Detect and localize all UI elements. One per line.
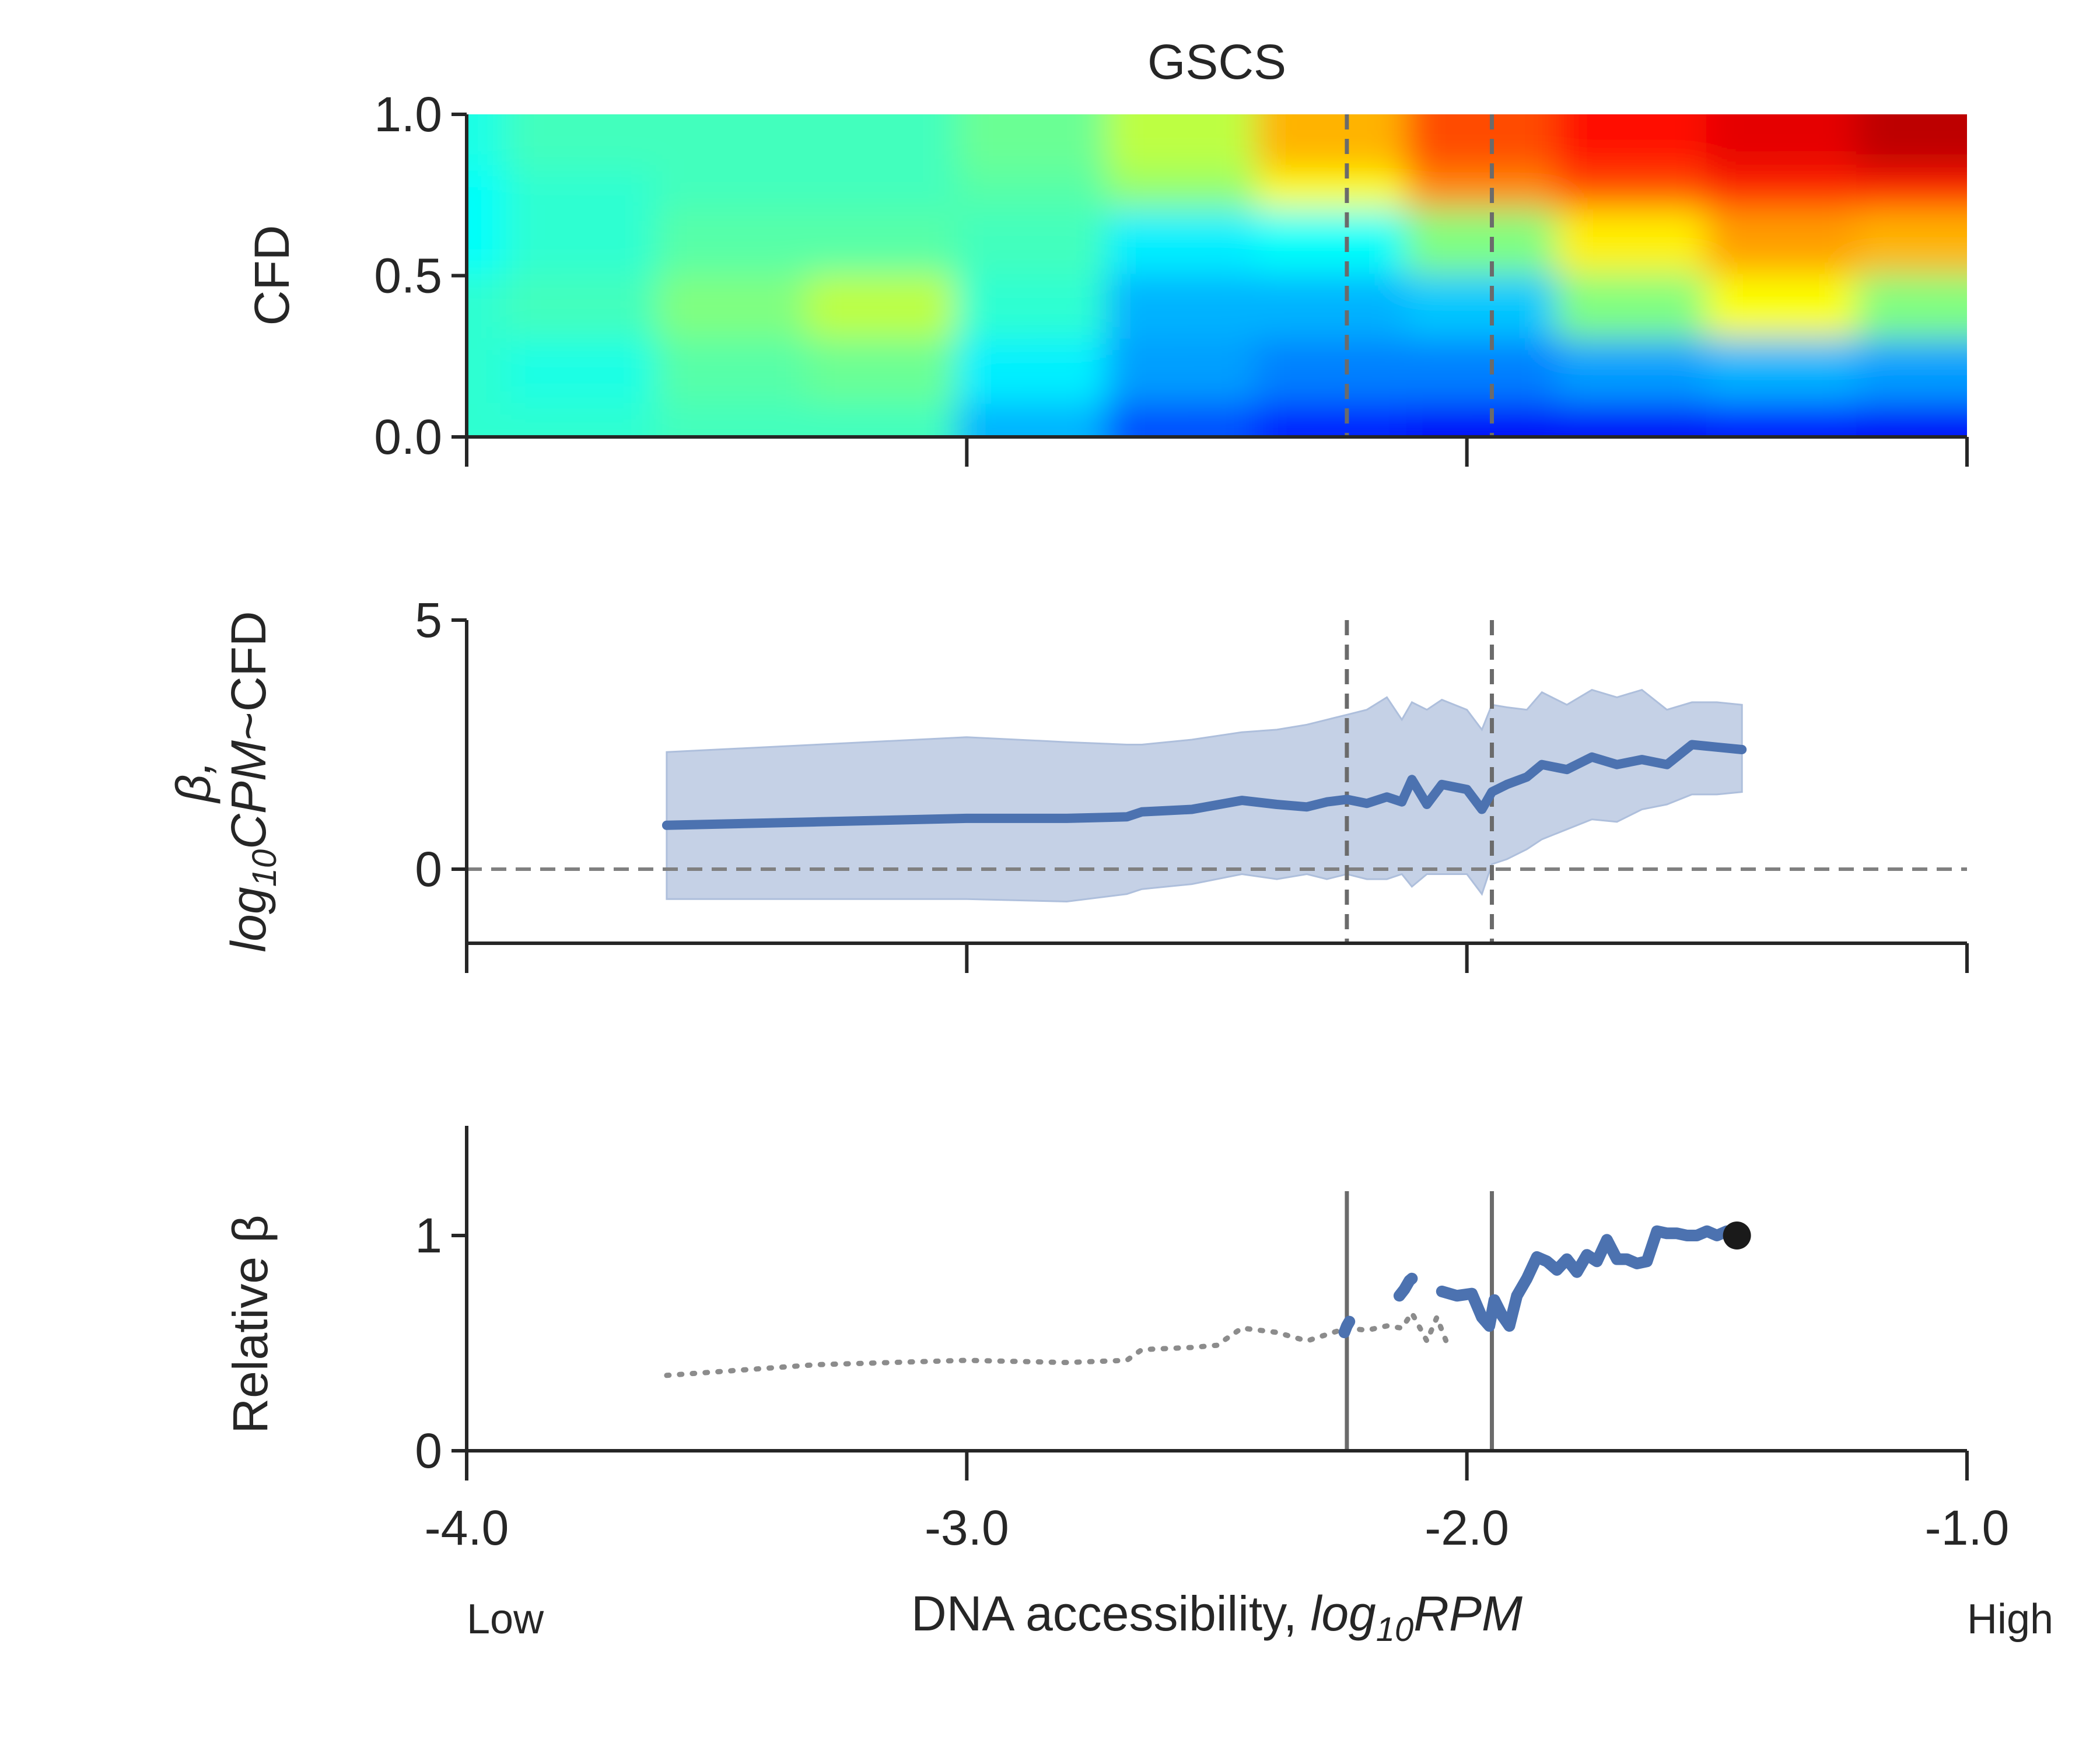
x-tick-label: -3.0: [925, 1500, 1009, 1555]
beta-ylabel-line1: β,: [166, 761, 220, 804]
heatmap-y-tick-label: 0.0: [374, 410, 442, 464]
relative-solid-segment: [1436, 1225, 1743, 1332]
beta-y-axis: 05: [415, 593, 468, 943]
relative-dotted-series: [664, 1310, 1450, 1378]
beta-y-tick-label: 5: [415, 593, 442, 648]
heatmap-y-tick-label: 1.0: [374, 87, 442, 142]
panel-heatmap: GSCS 0.0 0.5 1.0 CFD: [244, 34, 1969, 467]
beta-x-axis: [465, 942, 1969, 973]
relative-vlines: [1345, 1191, 1494, 1451]
relative-solid-segment: [1338, 1315, 1356, 1339]
heatmap-vlines: [1345, 114, 1494, 437]
x-end-label-low: Low: [467, 1596, 544, 1643]
heatmap-cell: [1856, 114, 1967, 171]
relative-ylabel: Relative β: [223, 1214, 278, 1433]
panel-beta: 05 β, log10CPM~CFD: [166, 593, 1969, 973]
x-end-label-high: High: [1967, 1596, 2053, 1643]
chart-title: GSCS: [1147, 34, 1286, 89]
beta-confidence-band: [666, 688, 1743, 903]
x-tick-label: -1.0: [1925, 1500, 2010, 1555]
heatmap-ylabel: CFD: [244, 225, 299, 326]
beta-y-tick-label: 0: [415, 842, 442, 897]
relative-y-tick-label: 1: [415, 1208, 442, 1263]
heatmap-plot-area: [467, 114, 1967, 437]
heatmap-x-axis: [465, 435, 1969, 467]
heatmap-y-tick-label: 0.5: [374, 249, 442, 303]
relative-endpoint-marker: [1723, 1222, 1751, 1250]
beta-ylabel-line2: log10CPM~CFD: [221, 611, 284, 953]
x-axis-label: DNA accessibility, log10RPM: [911, 1586, 1522, 1648]
heatmap-cells: [467, 114, 1967, 437]
beta-vlines: [1345, 620, 1494, 943]
beta-series-line: [662, 740, 1747, 830]
x-tick-label: -4.0: [425, 1500, 509, 1555]
x-tick-label: -2.0: [1424, 1500, 1509, 1555]
relative-solid-segment: [1393, 1272, 1418, 1302]
relative-solid-series: [1338, 1225, 1743, 1339]
relative-y-axis: 01: [415, 1126, 468, 1478]
panel-relative-beta: 01 -4.0 -3.0 -2.0 -1.0 Relative β DNA acces…: [223, 1126, 2053, 1648]
heatmap-y-axis: 0.0 0.5 1.0: [374, 87, 468, 464]
relative-x-axis: -4.0 -3.0 -2.0 -1.0: [425, 1449, 2010, 1555]
relative-y-tick-label: 0: [415, 1423, 442, 1478]
